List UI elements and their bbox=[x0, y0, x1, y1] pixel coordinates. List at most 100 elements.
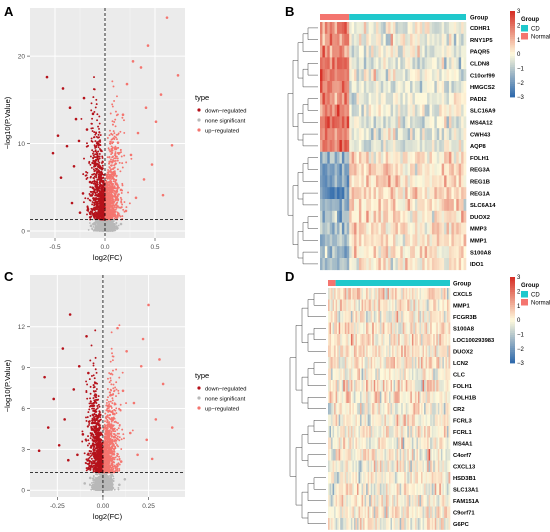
heatmap-cell bbox=[334, 69, 338, 82]
heatmap-cell bbox=[332, 187, 335, 200]
heatmap-cell bbox=[417, 187, 421, 200]
heatmap-cell bbox=[393, 163, 396, 176]
background-point bbox=[91, 227, 93, 230]
scale-tick-label: 0 bbox=[517, 52, 521, 58]
heatmap-cell bbox=[337, 92, 340, 105]
background-point bbox=[109, 129, 111, 132]
heatmap-cell bbox=[356, 187, 360, 200]
heatmap-cell bbox=[380, 69, 384, 82]
heatmap-cell bbox=[463, 22, 467, 35]
heatmap-cell bbox=[349, 92, 352, 105]
background-point bbox=[82, 173, 85, 176]
data-point bbox=[97, 170, 101, 173]
heatmap-cell bbox=[363, 187, 367, 200]
background-point bbox=[121, 203, 124, 206]
heatmap-cell bbox=[327, 92, 331, 105]
heatmap-cell bbox=[371, 22, 374, 35]
heatmap-cell bbox=[397, 92, 401, 105]
background-point bbox=[100, 170, 103, 173]
heatmap-cell bbox=[414, 163, 418, 176]
background-point bbox=[108, 161, 111, 164]
heatmap-cell bbox=[390, 92, 394, 105]
heatmap-cell bbox=[429, 222, 433, 235]
background-point bbox=[123, 119, 125, 122]
row-label: REG1A bbox=[470, 191, 491, 197]
heatmap-cell bbox=[431, 128, 435, 141]
heatmap-cell bbox=[417, 151, 421, 164]
background-point bbox=[94, 106, 97, 109]
heatmap-cell bbox=[393, 234, 396, 247]
data-point bbox=[144, 106, 148, 109]
background-point bbox=[115, 222, 118, 225]
heatmap-cell bbox=[349, 210, 352, 223]
heatmap-cell bbox=[366, 199, 369, 212]
heatmap-cell bbox=[419, 116, 423, 129]
heatmap-cell bbox=[405, 22, 408, 35]
heatmap-cell bbox=[422, 151, 425, 164]
heatmap-cell bbox=[385, 199, 389, 212]
heatmap-cell bbox=[366, 258, 369, 271]
heatmap-cell bbox=[395, 187, 399, 200]
heatmap-cell bbox=[444, 234, 447, 247]
background-point bbox=[95, 203, 98, 206]
heatmap-cell bbox=[344, 57, 348, 70]
heatmap-cell bbox=[368, 210, 372, 223]
heatmap-cell bbox=[407, 210, 411, 223]
background-point bbox=[116, 168, 119, 171]
background-point bbox=[86, 205, 89, 208]
heatmap-cell bbox=[412, 151, 416, 164]
heatmap-cell bbox=[405, 92, 408, 105]
heatmap-cell bbox=[393, 140, 396, 153]
background-point bbox=[114, 145, 117, 148]
heatmap-cell bbox=[448, 33, 452, 46]
heatmap-cell bbox=[324, 163, 328, 176]
heatmap-cell bbox=[410, 258, 413, 271]
heatmap-cell bbox=[324, 92, 328, 105]
heatmap-cell bbox=[327, 116, 331, 129]
heatmap-cell bbox=[458, 22, 462, 35]
heatmap-cell bbox=[351, 57, 355, 70]
background-point bbox=[111, 161, 114, 163]
heatmap-cell bbox=[458, 258, 462, 271]
heatmap-cell bbox=[412, 187, 416, 200]
background-point bbox=[91, 149, 94, 152]
heatmap-cell bbox=[388, 151, 391, 164]
background-point bbox=[95, 216, 98, 218]
legend-group-label: Normal bbox=[531, 35, 550, 41]
heatmap-cell bbox=[463, 222, 467, 235]
heatmap-cell bbox=[405, 104, 408, 117]
background-point bbox=[90, 109, 93, 112]
background-point bbox=[98, 212, 101, 214]
heatmap-cell bbox=[351, 187, 355, 200]
heatmap-cell bbox=[397, 140, 401, 153]
background-point bbox=[117, 224, 120, 227]
heatmap-cell bbox=[385, 151, 389, 164]
heatmap-cell bbox=[463, 210, 467, 223]
legend-label: down−regulated bbox=[205, 108, 246, 114]
heatmap-cell bbox=[346, 57, 350, 70]
heatmap-cell bbox=[363, 175, 367, 188]
heatmap-cell bbox=[371, 116, 374, 129]
heatmap-cell bbox=[410, 222, 413, 235]
heatmap-cell bbox=[390, 199, 394, 212]
background-point bbox=[96, 157, 99, 160]
heatmap-cell bbox=[339, 151, 343, 164]
background-point bbox=[115, 155, 118, 158]
heatmap-cell bbox=[380, 187, 384, 200]
heatmap-cell bbox=[339, 258, 343, 271]
heatmap-cell bbox=[444, 258, 447, 271]
heatmap-cell bbox=[356, 234, 360, 247]
heatmap-cell bbox=[339, 187, 343, 200]
heatmap-cell bbox=[439, 33, 442, 46]
heatmap-cell bbox=[322, 140, 326, 153]
background-point bbox=[102, 184, 105, 187]
data-point bbox=[70, 201, 74, 205]
heatmap-cell bbox=[373, 81, 377, 94]
heatmap-cell bbox=[375, 69, 379, 82]
heatmap-cell bbox=[441, 128, 445, 141]
background-point bbox=[109, 112, 112, 115]
heatmap-cell bbox=[378, 81, 382, 94]
heatmap-cell bbox=[414, 92, 418, 105]
background-point bbox=[100, 173, 103, 176]
